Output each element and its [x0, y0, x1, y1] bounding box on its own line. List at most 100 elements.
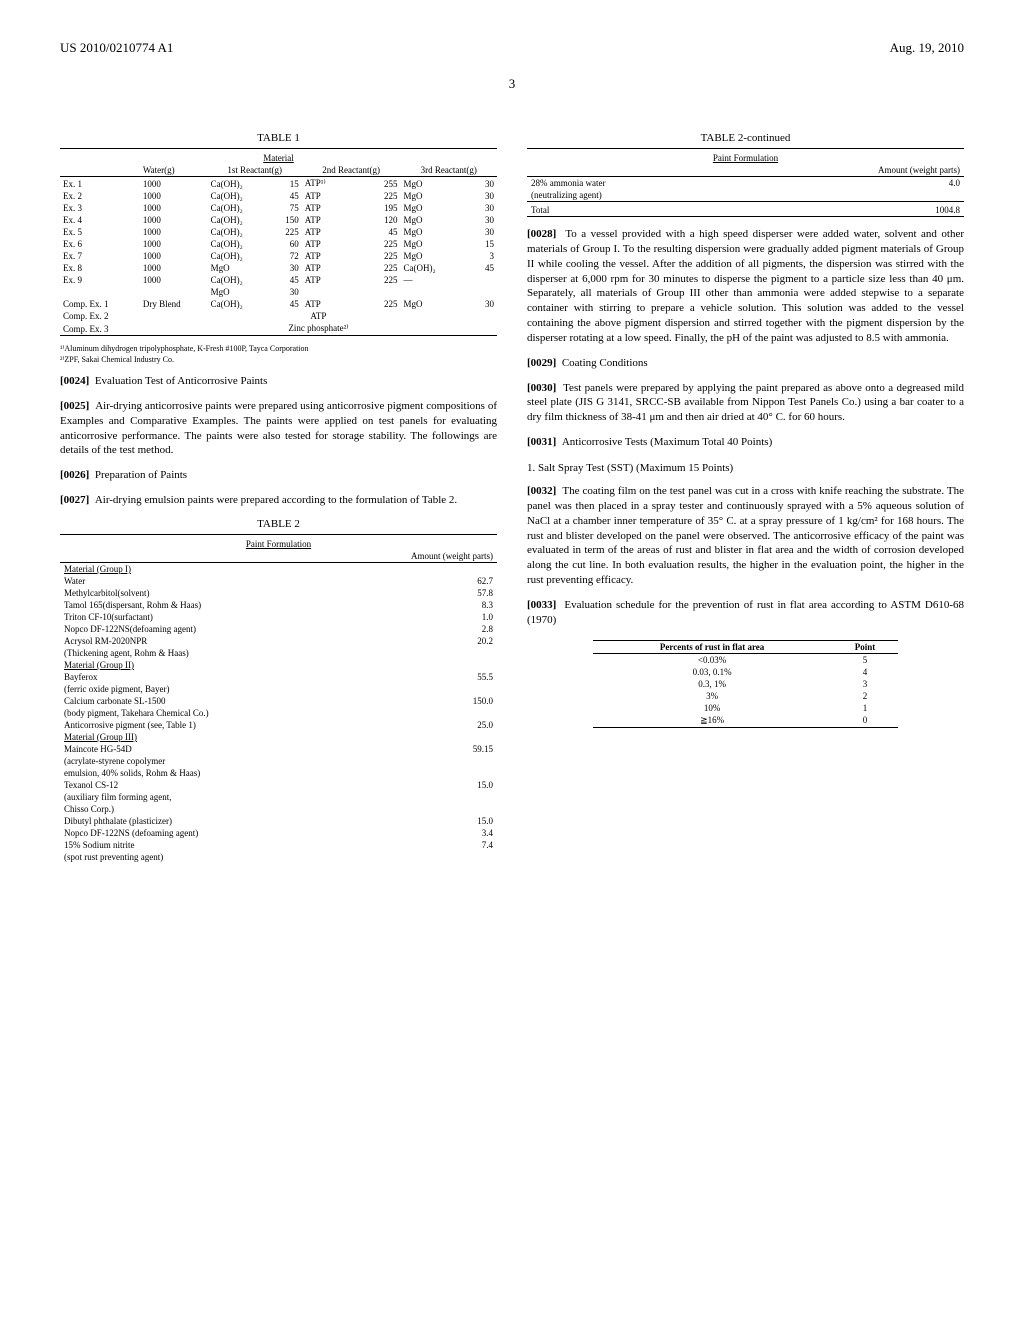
t2-g1: Material (Group I): [60, 562, 497, 575]
table-row: (neutralizing agent): [527, 189, 964, 202]
t1-h-r3: 3rd Reactant(g): [401, 164, 497, 177]
table-row: (acrylate-styrene copolymer: [60, 755, 497, 767]
page-header: US 2010/0210774 A1 Aug. 19, 2010: [60, 40, 964, 56]
para-26-text: Preparation of Paints: [95, 469, 187, 481]
para-24-text: Evaluation Test of Anticorrosive Paints: [95, 375, 268, 387]
para-32-num: [0032]: [527, 485, 556, 497]
para-28-text: To a vessel provided with a high speed d…: [527, 228, 964, 344]
para-30-text: Test panels were prepared by applying th…: [527, 382, 964, 424]
t2-blank: [60, 550, 335, 563]
para-25-text: Air-drying anticorrosive paints were pre…: [60, 400, 497, 457]
table-row: Ex. 31000Ca(OH)₂75ATP195MgO30: [60, 202, 497, 214]
left-column: TABLE 1 Material Water(g) 1st Reactant(g…: [60, 132, 497, 871]
table-row: (spot rust preventing agent): [60, 851, 497, 863]
table-row: Nopco DF-122NS (defoaming agent)3.4: [60, 827, 497, 839]
eval-table: Percents of rust in flat areaPoint <0.03…: [593, 640, 899, 730]
table-row: Calcium carbonate SL-1500150.0: [60, 695, 497, 707]
para-31: [0031] Anticorrosive Tests (Maximum Tota…: [527, 435, 964, 450]
table-row: emulsion, 40% solids, Rohm & Haas): [60, 767, 497, 779]
para-27-num: [0027]: [60, 494, 89, 506]
t1-comp2-label: Comp. Ex. 2: [60, 310, 140, 322]
para-27-text: Air-drying emulsion paints were prepared…: [95, 494, 457, 506]
table-row: Tamol 165(dispersant, Rohm & Haas)8.3: [60, 599, 497, 611]
para-29: [0029] Coating Conditions: [527, 356, 964, 371]
t1-comp2-text: ATP: [140, 310, 497, 322]
table-row: Ex. 61000Ca(OH)₂60ATP225MgO15: [60, 238, 497, 250]
para-30-num: [0030]: [527, 382, 556, 394]
para-26: [0026] Preparation of Paints: [60, 468, 497, 483]
table-row: (body pigment, Takehara Chemical Co.): [60, 707, 497, 719]
eval-h1: Percents of rust in flat area: [593, 640, 832, 653]
table-row: Ex. 71000Ca(OH)₂72ATP225MgO3: [60, 250, 497, 262]
table1-subtitle: Material: [60, 149, 497, 165]
table-row: Maincote HG-54D59.15: [60, 743, 497, 755]
table-row: Acrysol RM-2020NPR20.2: [60, 635, 497, 647]
table-row: Nopco DF-122NS(defoaming agent)2.8: [60, 623, 497, 635]
eval-bottom-rule: [593, 727, 899, 730]
para-28: [0028] To a vessel provided with a high …: [527, 227, 964, 346]
para-25-num: [0025]: [60, 400, 89, 412]
table-row: Ex. 41000Ca(OH)₂150ATP120MgO30: [60, 214, 497, 226]
t2c-total-v: 1004.8: [736, 204, 964, 217]
t1-h-water: Water(g): [140, 164, 208, 177]
para-33: [0033] Evaluation schedule for the preve…: [527, 598, 964, 628]
table-row: (Thickening agent, Rohm & Haas): [60, 647, 497, 659]
page-number: 3: [60, 76, 964, 92]
table2c-title: TABLE 2-continued: [527, 132, 964, 144]
table-row: 0.03, 0.1%4: [593, 666, 899, 678]
t1-h-r1: 1st Reactant(g): [208, 164, 302, 177]
t2-g2: Material (Group II): [60, 659, 497, 671]
table-row: Ex. 81000MgO30ATP225Ca(OH)₂45: [60, 262, 497, 274]
para-32-text: The coating film on the test panel was c…: [527, 485, 964, 586]
t2c-blank: [527, 164, 736, 177]
para-33-text: Evaluation schedule for the prevention o…: [527, 599, 964, 626]
table-row: Triton CF-10(surfactant)1.0: [60, 611, 497, 623]
table2: Paint Formulation Amount (weight parts) …: [60, 534, 497, 863]
table-row: Ex. 21000Ca(OH)₂45ATP225MgO30: [60, 190, 497, 202]
table-row: Ex. 51000Ca(OH)₂225ATP45MgO30: [60, 226, 497, 238]
para-28-num: [0028]: [527, 228, 556, 240]
table-row: Ex. 11000Ca(OH)₂15ATP¹⁾255MgO30: [60, 177, 497, 191]
table-row: Methylcarbitol(solvent)57.8: [60, 587, 497, 599]
para-29-num: [0029]: [527, 357, 556, 369]
table-row: Texanol CS-1215.0: [60, 779, 497, 791]
table1-fn1: ¹⁾Aluminum dihydrogen tripolyphosphate, …: [60, 344, 497, 353]
pub-number: US 2010/0210774 A1: [60, 40, 173, 56]
table-row: (ferric oxide pigment, Bayer): [60, 683, 497, 695]
table-row: 0.3, 1%3: [593, 678, 899, 690]
table-row: 15% Sodium nitrite7.4: [60, 839, 497, 851]
t2c-total-l: Total: [527, 204, 736, 217]
table-row: Comp. Ex. 1Dry BlendCa(OH)₂45ATP225MgO30: [60, 298, 497, 310]
table-row: Dibutyl phthalate (plasticizer)15.0: [60, 815, 497, 827]
table-row: 10%1: [593, 702, 899, 714]
para-32: [0032] The coating film on the test pane…: [527, 484, 964, 588]
table-row: 28% ammonia water4.0: [527, 177, 964, 190]
para-24: [0024] Evaluation Test of Anticorrosive …: [60, 374, 497, 389]
para-29-text: Coating Conditions: [562, 357, 648, 369]
para-33-num: [0033]: [527, 599, 556, 611]
sst-heading: 1. Salt Spray Test (SST) (Maximum 15 Poi…: [527, 462, 964, 474]
para-24-num: [0024]: [60, 375, 89, 387]
table-row: (auxiliary film forming agent,: [60, 791, 497, 803]
table-row: Anticorrosive pigment (see, Table 1)25.0: [60, 719, 497, 731]
t2c-amount-head: Amount (weight parts): [736, 164, 964, 177]
para-31-num: [0031]: [527, 436, 556, 448]
table-row: MgO30: [60, 286, 497, 298]
t1-h-r2: 2nd Reactant(g): [302, 164, 401, 177]
para-26-num: [0026]: [60, 469, 89, 481]
t1-h-blank: [60, 164, 140, 177]
table1: Material Water(g) 1st Reactant(g) 2nd Re…: [60, 148, 497, 336]
table-row: <0.03%5: [593, 653, 899, 666]
t1-comp3-label: Comp. Ex. 3: [60, 322, 140, 336]
table2c-subtitle: Paint Formulation: [527, 149, 964, 165]
table2-title: TABLE 2: [60, 518, 497, 530]
t2-amount-head: Amount (weight parts): [335, 550, 497, 563]
table1-title: TABLE 1: [60, 132, 497, 144]
pub-date: Aug. 19, 2010: [890, 40, 964, 56]
eval-h2: Point: [832, 640, 899, 653]
table-row: Ex. 91000Ca(OH)₂45ATP225—: [60, 274, 497, 286]
para-27: [0027] Air-drying emulsion paints were p…: [60, 493, 497, 508]
para-30: [0030] Test panels were prepared by appl…: [527, 381, 964, 426]
table-row: Water62.7: [60, 575, 497, 587]
table-row: Bayferox55.5: [60, 671, 497, 683]
